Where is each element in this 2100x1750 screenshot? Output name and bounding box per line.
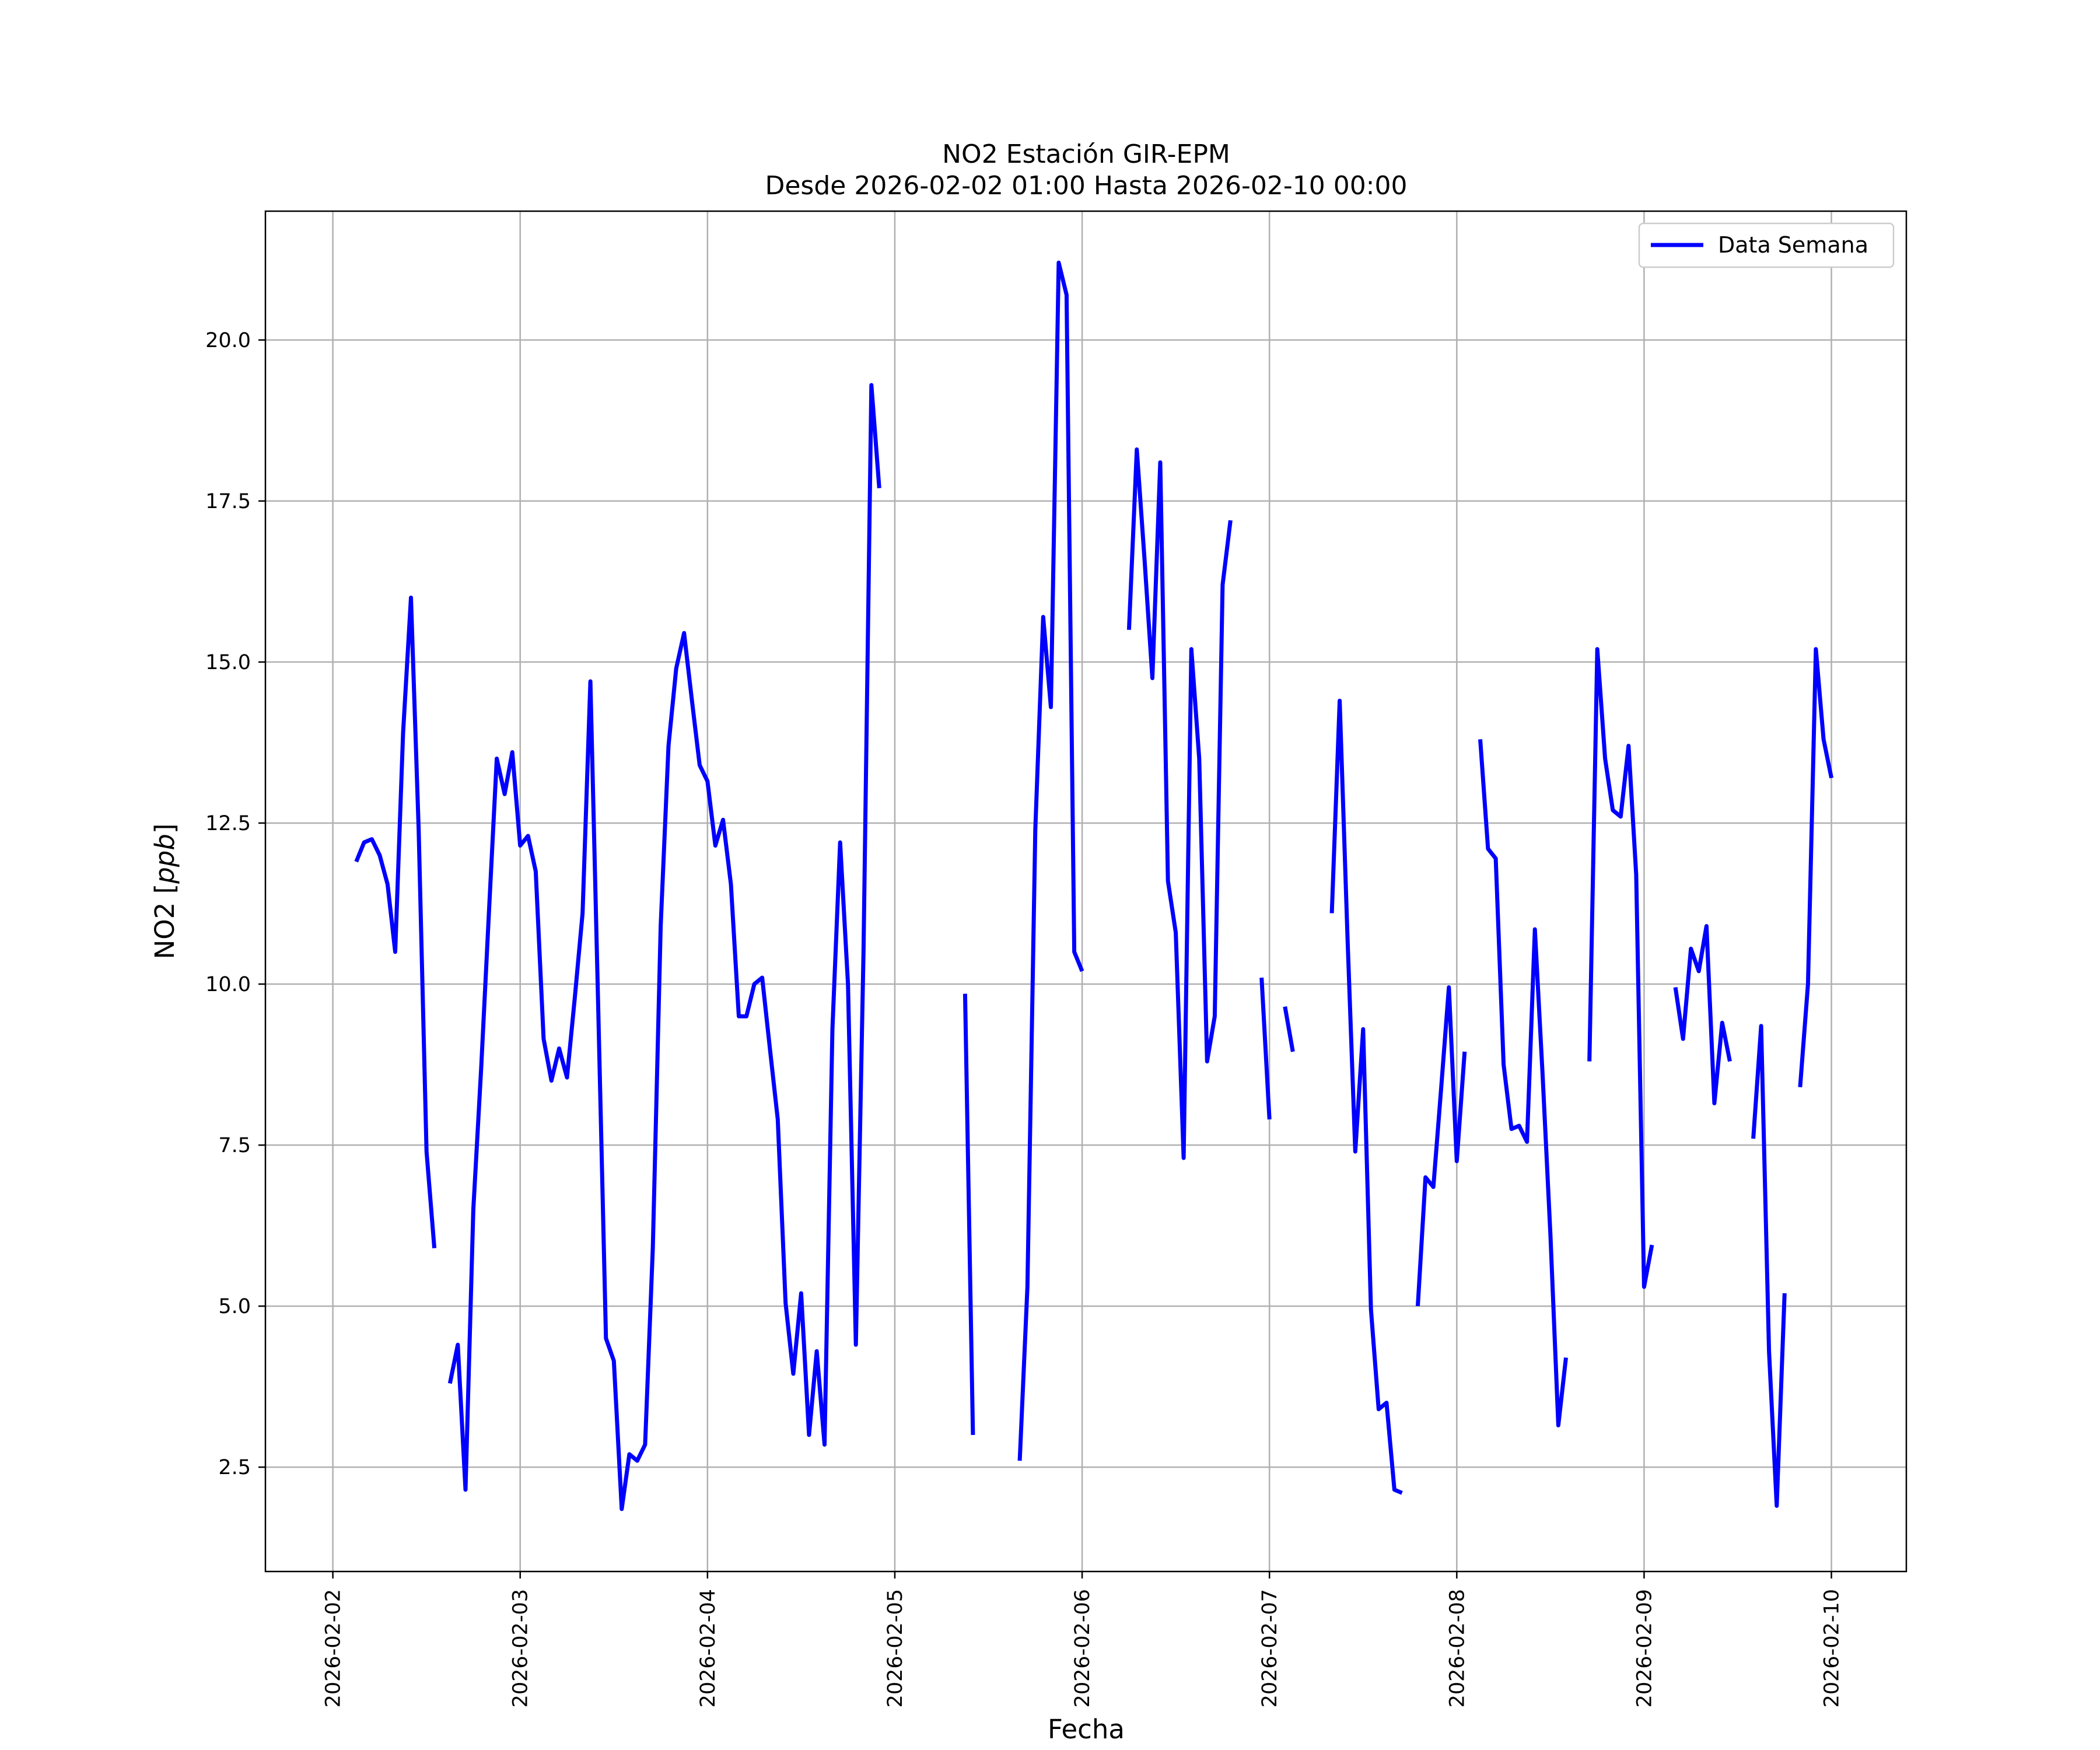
x-tick-label: 2026-02-10 <box>1821 1589 1844 1707</box>
series-line-segment <box>1751 1024 1787 1508</box>
x-tick-label: 2026-02-03 <box>509 1589 533 1707</box>
y-tick-label: 2.5 <box>218 1456 251 1479</box>
legend-label: Data Semana <box>1718 232 1868 258</box>
y-tick-label: 20.0 <box>205 329 251 352</box>
y-tick-label: 7.5 <box>218 1134 251 1157</box>
chart-subtitle: Desde 2026-02-02 01:00 Hasta 2026-02-10 … <box>765 171 1407 201</box>
x-tick-label: 2026-02-05 <box>884 1589 907 1707</box>
y-axis-title-unit: ppb <box>149 834 180 884</box>
x-tick-label: 2026-02-02 <box>322 1589 345 1707</box>
series-line-segment <box>1283 1006 1295 1052</box>
x-tick-label: 2026-02-08 <box>1446 1589 1469 1707</box>
plot-frame <box>264 210 1908 1573</box>
series-line-segment <box>354 596 437 1248</box>
x-tick-label: 2026-02-07 <box>1258 1589 1282 1707</box>
x-axis: 2026-02-02 2026-02-03 2026-02-04 2026-02-05… <box>322 1572 1844 1707</box>
series-data-semana <box>354 260 1834 1511</box>
y-axis-title: NO2 [ppb] <box>149 824 180 960</box>
y-tick-label: 10.0 <box>205 973 251 996</box>
x-tick-label: 2026-02-09 <box>1633 1589 1656 1707</box>
series-line-segment <box>963 993 975 1435</box>
y-tick-label: 15.0 <box>205 651 251 674</box>
series-line-segment <box>1416 985 1467 1307</box>
y-axis-title-close: ] <box>149 824 180 834</box>
y-tick-label: 5.0 <box>218 1295 251 1318</box>
y-axis: 2.5 5.0 7.5 10.0 12.5 15.0 17.5 20.0 <box>205 329 265 1479</box>
x-tick-label: 2026-02-06 <box>1071 1589 1094 1707</box>
series-line-segment <box>1798 647 1834 1087</box>
series-line-segment <box>1259 977 1272 1120</box>
plot-background <box>265 211 1906 1572</box>
plot-area <box>264 210 1908 1573</box>
chart-title: NO2 Estación GIR-EPM <box>942 139 1230 169</box>
series-line-segment <box>1017 260 1084 1461</box>
grid <box>265 211 1906 1572</box>
series-line-segment <box>1478 739 1568 1427</box>
series-line-segment <box>1587 647 1654 1289</box>
series-line-segment <box>1126 447 1233 1160</box>
y-tick-label: 12.5 <box>205 812 251 835</box>
series-line-segment <box>1329 698 1403 1495</box>
series-line-segment <box>447 383 881 1511</box>
legend-box <box>1638 222 1895 268</box>
y-axis-title-main: NO2 [ <box>149 884 180 960</box>
series-line-segment <box>1673 924 1732 1105</box>
y-tick-label: 17.5 <box>205 490 251 513</box>
x-axis-title: Fecha <box>1048 1714 1125 1745</box>
legend: Data Semana <box>1638 222 1895 268</box>
x-tick-label: 2026-02-04 <box>696 1589 720 1707</box>
